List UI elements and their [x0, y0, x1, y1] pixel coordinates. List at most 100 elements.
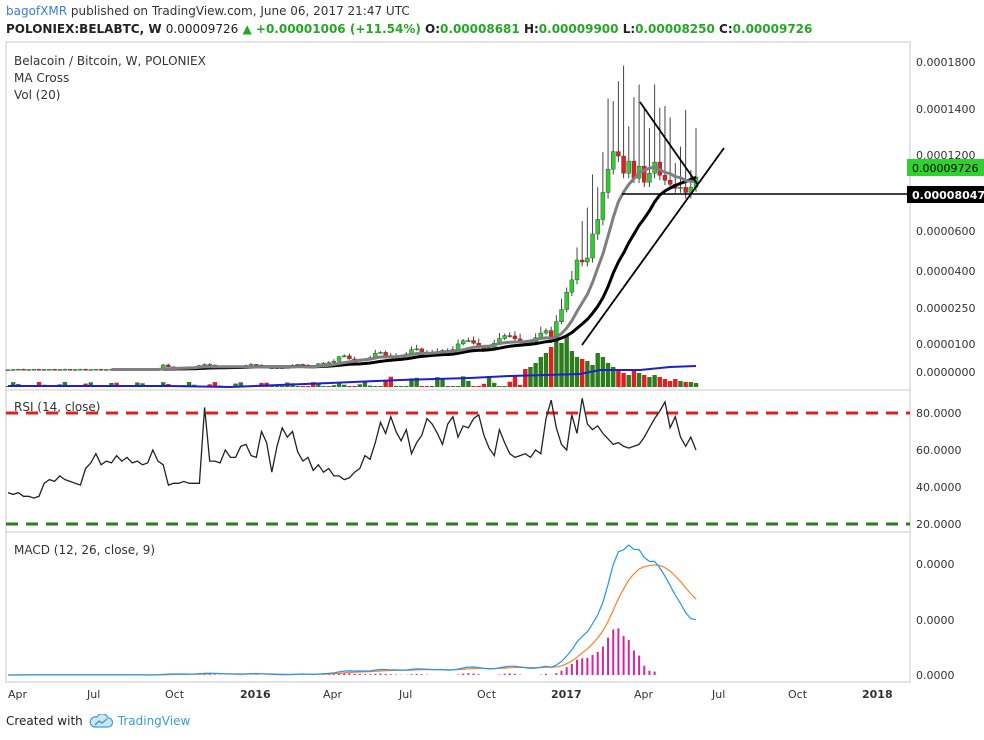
trendline-support[interactable] [581, 147, 725, 346]
candle-body [455, 343, 461, 350]
volume-bar [486, 376, 492, 387]
macd-pane[interactable] [5, 531, 911, 683]
volume-bar [564, 335, 569, 387]
trendline-resistance[interactable] [639, 101, 699, 186]
price-tick: 0.0000250 [916, 302, 976, 315]
volume-bar [373, 386, 378, 387]
rsi-pane[interactable] [5, 389, 911, 533]
chart-area[interactable]: Belacoin / Bitcoin, W, POLONIEX MA Cross… [0, 40, 984, 710]
candle-body [31, 369, 37, 371]
macd-hist-bar [581, 658, 584, 675]
candle-body [414, 348, 419, 351]
volume-bar [62, 382, 68, 387]
macd-hist-bar [544, 673, 547, 675]
macd-hist-bar [570, 663, 573, 675]
candle-body [595, 219, 600, 235]
volume-bar [662, 379, 668, 387]
volume-bar [543, 353, 549, 387]
author-link[interactable]: bagofXMR [6, 4, 68, 18]
macd-hist-bar [208, 674, 211, 675]
volume-bar [455, 385, 461, 387]
volume-bar [398, 386, 404, 387]
volume-bar [238, 382, 243, 387]
time-tick: Apr [8, 688, 28, 701]
volume-bar [517, 384, 523, 387]
macd-hist-bar [420, 674, 423, 675]
volume-bar [657, 377, 662, 387]
macd-hist-bar [332, 674, 335, 675]
candle-body [93, 369, 99, 371]
macd-label: MACD (12, 26, close, 9) [14, 543, 155, 557]
macd-hist-bar [477, 674, 480, 675]
rsi-tick: 20.0000 [916, 518, 962, 531]
macd-hist-bar [648, 670, 651, 675]
candle-body [336, 356, 342, 362]
volume-bar [590, 365, 595, 387]
volume-bar [316, 383, 321, 387]
price-tick: 0.0000600 [916, 225, 976, 238]
volume-bar [605, 363, 611, 387]
time-tick: Oct [788, 688, 808, 701]
candle-body [104, 369, 109, 371]
volume-bar [523, 369, 528, 387]
macd-hist-bar [379, 673, 382, 675]
open-label: O: [425, 22, 441, 36]
volume-bar [476, 386, 481, 387]
volume-bar [109, 382, 114, 387]
candle-body [78, 369, 83, 371]
candle-body [67, 369, 73, 371]
volume-bar [585, 361, 590, 387]
price-pane[interactable] [5, 41, 911, 391]
close-value: 0.00009726 [732, 22, 813, 36]
macd-hist-bar [343, 673, 346, 675]
tradingview-link[interactable]: TradingView [89, 714, 190, 728]
macd-histogram [12, 628, 656, 675]
volume-bar [642, 375, 647, 387]
volume-bar [466, 380, 471, 387]
volume-bar [445, 386, 450, 387]
macd-hist-bar [555, 673, 558, 675]
macd-hist-bar [472, 673, 475, 675]
volume-bar [574, 357, 580, 387]
volume-bar [135, 382, 140, 387]
candle-body [36, 369, 42, 371]
volume-bar [616, 369, 621, 387]
candle-body [554, 321, 559, 342]
candle-body [512, 335, 518, 340]
high-value: 0.00009900 [538, 22, 619, 36]
volume-bar [10, 382, 16, 387]
volume-bar [295, 386, 300, 387]
candle-body [57, 369, 62, 371]
volume-bar [114, 382, 119, 387]
time-tick: Jul [86, 688, 100, 701]
volume-bar [683, 382, 688, 387]
volume-bar [367, 385, 373, 387]
volume-bar [357, 384, 362, 387]
candle-body [502, 335, 507, 339]
volume-bar [388, 376, 393, 387]
time-tick: Oct [165, 688, 185, 701]
candle-body [166, 364, 171, 368]
volume-bar [331, 385, 337, 387]
volume-bar [336, 382, 342, 387]
volume-bar [393, 386, 399, 387]
candle-body [564, 291, 569, 310]
candle-body [10, 369, 16, 371]
candle-body [73, 369, 78, 371]
time-tick: Jul [711, 688, 725, 701]
vol-label: Vol (20) [14, 88, 60, 102]
volume-bar [528, 367, 533, 387]
candle-body [98, 369, 104, 371]
candle-body [579, 259, 585, 263]
candle-body [543, 330, 549, 334]
time-tick: Apr [634, 688, 654, 701]
price-tick: 0.0001200 [916, 149, 976, 162]
candle-body [662, 175, 668, 181]
volume-bar [636, 373, 642, 387]
rsi-tick: 80.0000 [916, 407, 962, 420]
macd-hist-bar [513, 673, 516, 675]
volume-bar [471, 386, 476, 387]
publish-info: published on TradingView.com, June 06, 2… [70, 4, 410, 18]
price-tick: 0.0001400 [916, 103, 976, 116]
candle-body [626, 160, 631, 174]
